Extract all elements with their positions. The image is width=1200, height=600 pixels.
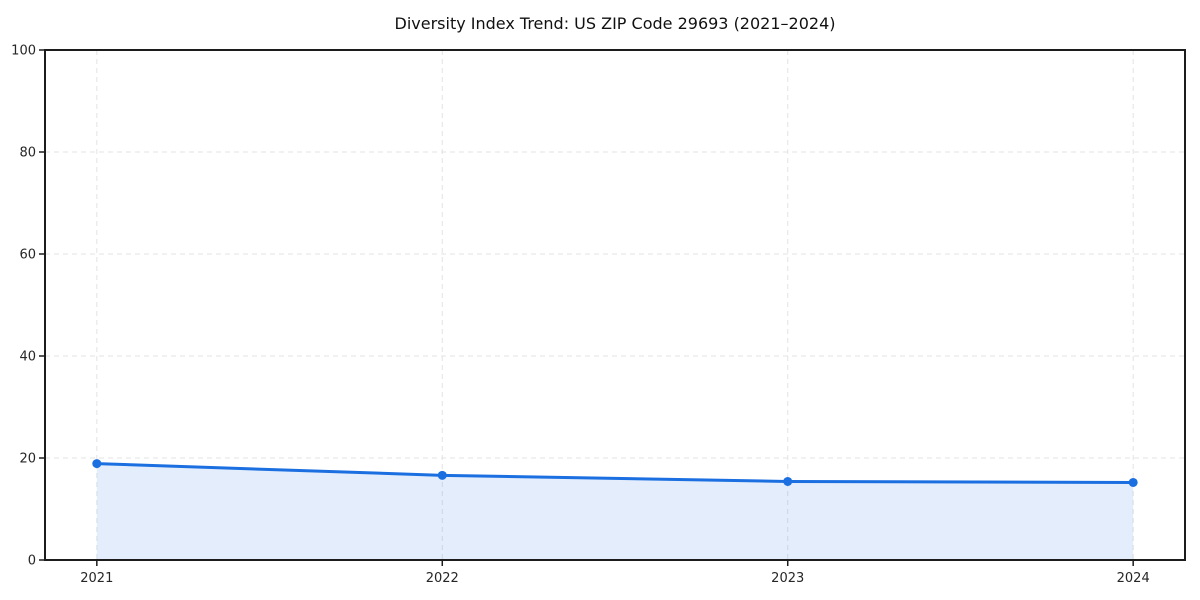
y-tick-label-60: 60 — [19, 248, 36, 263]
y-tick-label-0: 0 — [28, 554, 36, 569]
y-tick-label-40: 40 — [19, 350, 36, 365]
x-tick-label-2021: 2021 — [80, 571, 113, 586]
x-tick-label-2024: 2024 — [1117, 571, 1150, 586]
data-point-2024 — [1128, 477, 1138, 487]
data-point-2022 — [437, 470, 447, 480]
data-point-2023 — [783, 476, 793, 486]
trend-line — [95, 462, 1135, 484]
x-tick-label-2023: 2023 — [771, 571, 804, 586]
y-tick-label-80: 80 — [19, 146, 36, 161]
plot-frame — [44, 49, 1186, 561]
y-tick-label-100: 100 — [11, 44, 36, 59]
y-tick-label-20: 20 — [19, 452, 36, 467]
chart-title: Diversity Index Trend: US ZIP Code 29693… — [394, 14, 836, 33]
data-point-2021 — [92, 459, 102, 469]
x-tick-label-2022: 2022 — [426, 571, 459, 586]
area-fill — [96, 463, 1134, 560]
